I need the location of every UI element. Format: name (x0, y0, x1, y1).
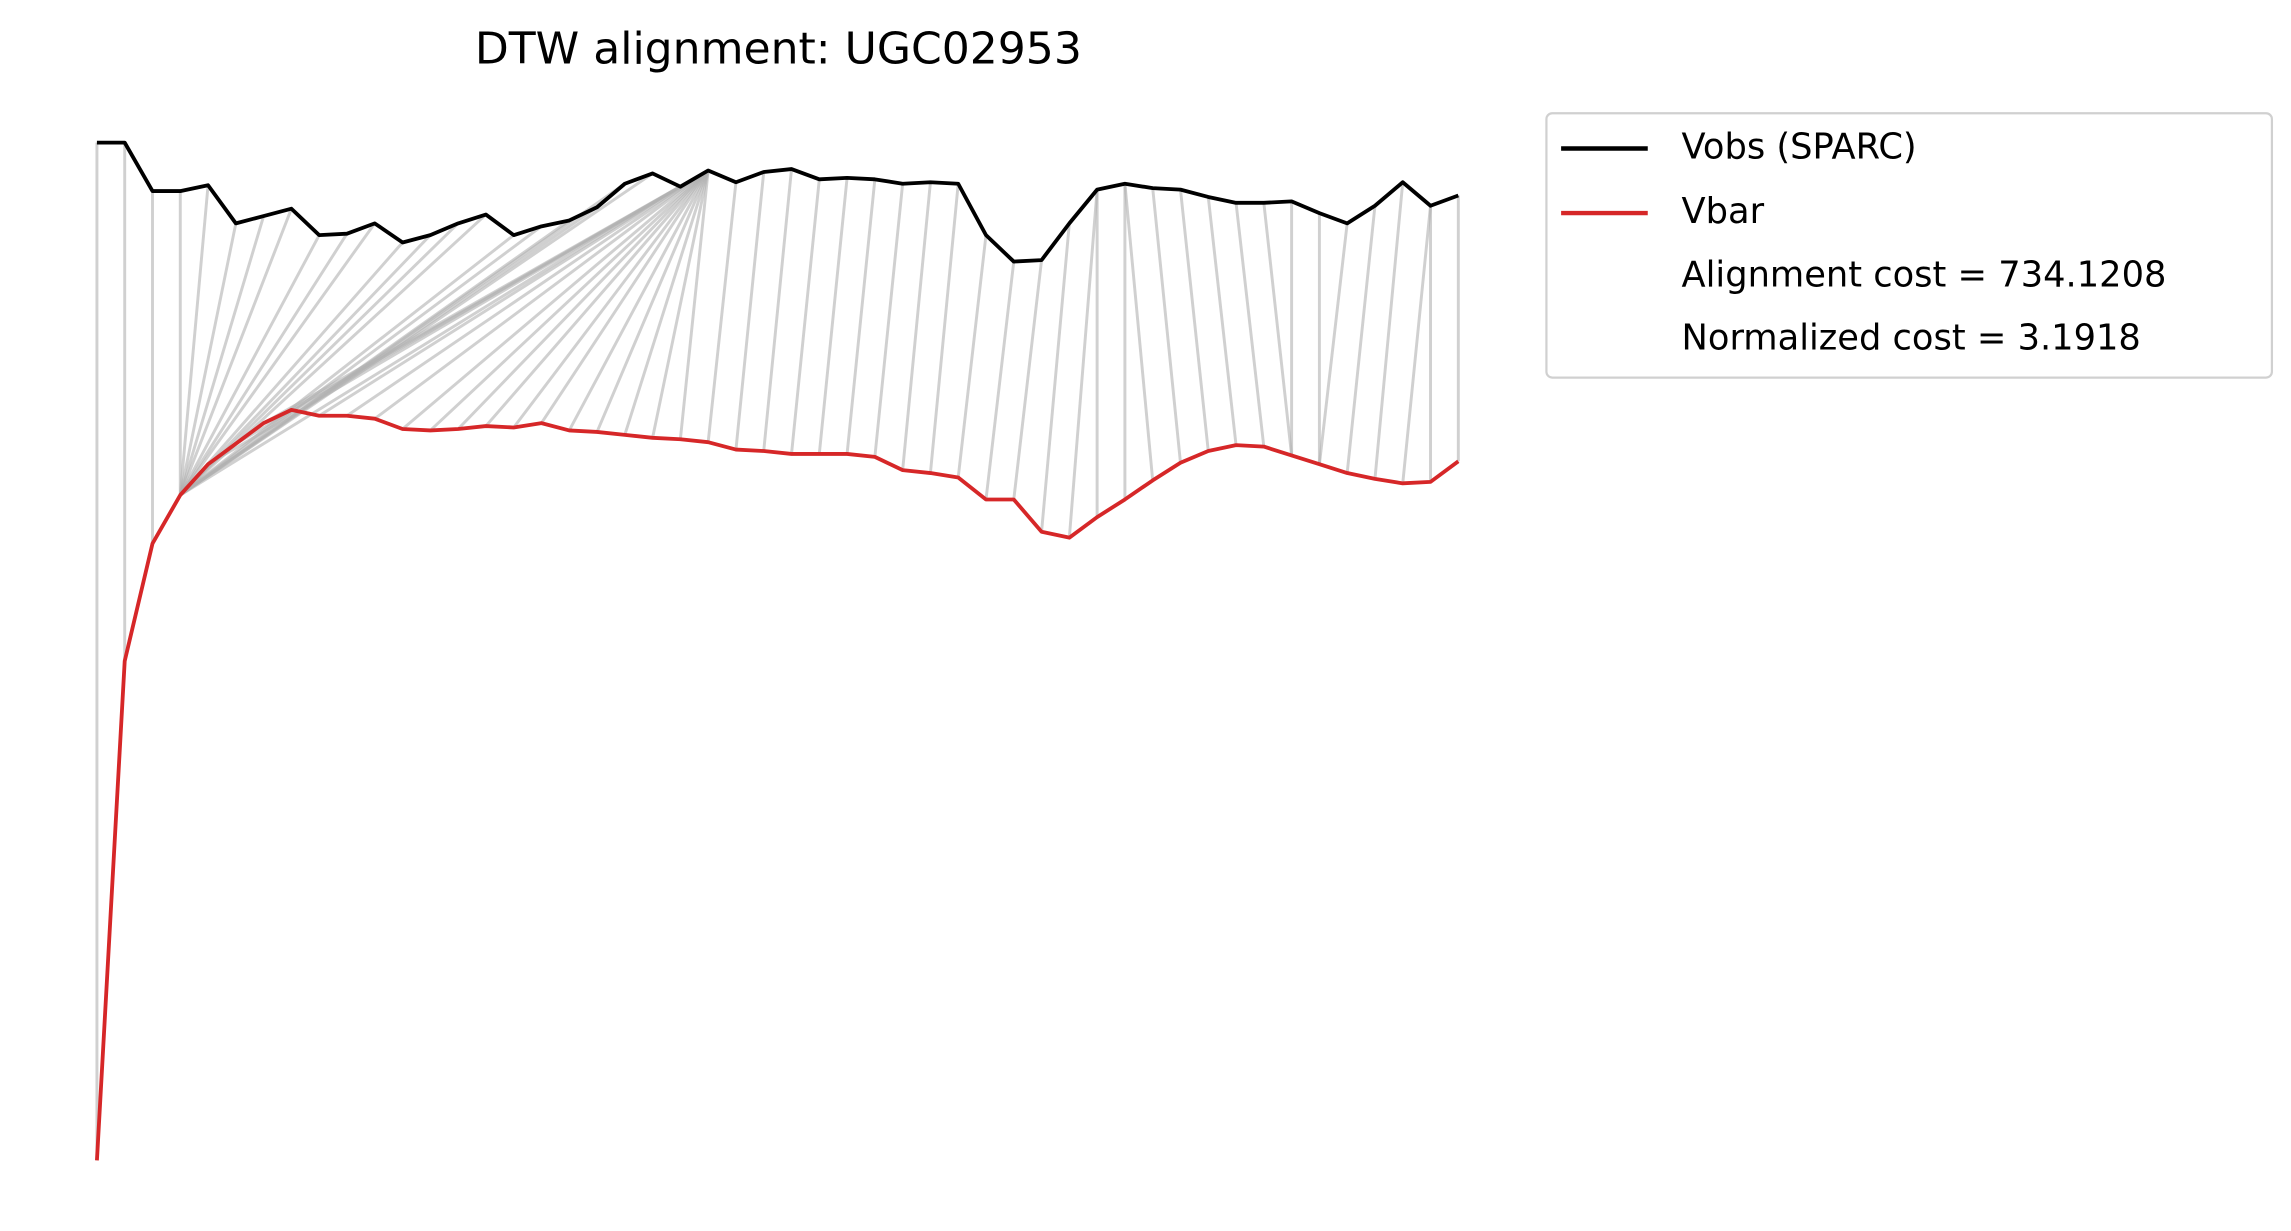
alignment-line (179, 222, 376, 496)
alignment-line (178, 223, 238, 496)
alignment-line (873, 183, 905, 458)
alignment-line (1206, 196, 1238, 446)
alignment-line (1123, 183, 1155, 481)
alignment-line (178, 215, 266, 496)
alignment-line (651, 170, 710, 439)
alignment-line (179, 185, 682, 497)
alignment-line (956, 234, 988, 478)
alignment-line (457, 169, 710, 431)
alignment-line (678, 170, 710, 440)
alignment-line (706, 182, 738, 443)
alignment-line (290, 169, 709, 412)
alignment-line (845, 179, 877, 455)
alignment-line (179, 241, 404, 497)
alignment-line (179, 232, 349, 496)
alignment-line (179, 225, 543, 497)
legend-label: Vbar (1682, 191, 1765, 232)
legend-label: Vobs (SPARC) (1682, 126, 1917, 167)
alignment-line (817, 177, 849, 455)
alignment-line (1151, 187, 1182, 463)
series-line (96, 140, 1459, 264)
alignment-line (401, 169, 710, 431)
legend-annotation: Alignment cost = 734.1208 (1682, 254, 2167, 295)
alignment-line (1317, 223, 1349, 465)
alignment-line (512, 169, 710, 429)
alignment-line (484, 169, 710, 428)
alignment-line (1040, 223, 1071, 532)
legend-box (1545, 112, 2274, 379)
legend-annotation: Normalized cost = 3.1918 (1682, 317, 2141, 358)
alignment-line (984, 261, 1016, 500)
alignment-line (790, 179, 821, 455)
alignment-line (429, 169, 710, 432)
alignment-line (567, 169, 710, 432)
alignment-line (901, 182, 932, 471)
alignment-line (762, 168, 793, 452)
alignment-line (1012, 259, 1044, 500)
alignment-line (1179, 189, 1210, 452)
alignment-line (1234, 202, 1266, 447)
alignment-line (179, 233, 515, 497)
series-line (95, 407, 1460, 1161)
alignment-line (178, 185, 210, 496)
alignment-line (178, 208, 293, 496)
alignment-line (623, 170, 710, 436)
alignment-line (373, 169, 710, 420)
alignment-line (1067, 189, 1099, 538)
alignment-line (346, 169, 709, 417)
alignment-line (595, 169, 710, 433)
alignment-line (179, 172, 654, 497)
alignment-line (734, 171, 766, 450)
alignment-line (1345, 205, 1377, 474)
alignment-line (928, 183, 960, 474)
alignment-line (178, 234, 321, 496)
alignment-line (1373, 182, 1405, 480)
alignment-line (318, 169, 709, 418)
alignment-line (1401, 205, 1432, 484)
alignment-line (1262, 202, 1294, 456)
alignment-line (540, 169, 710, 424)
chart-title: DTW alignment: UGC02953 (475, 24, 1082, 75)
